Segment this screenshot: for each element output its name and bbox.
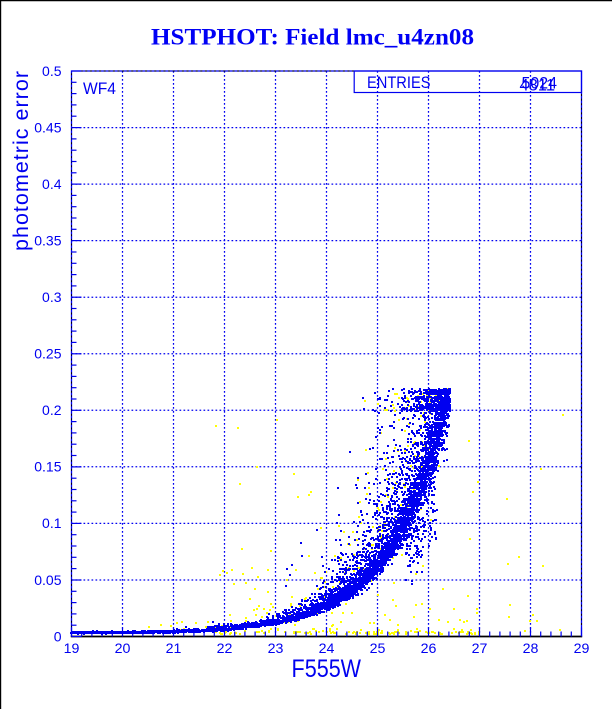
svg-text:20: 20 (115, 640, 131, 656)
svg-text:19: 19 (64, 640, 80, 656)
svg-text:4811: 4811 (520, 76, 556, 94)
svg-text:0.4: 0.4 (42, 176, 62, 192)
svg-text:0.3: 0.3 (42, 289, 62, 305)
svg-text:0.15: 0.15 (34, 459, 61, 475)
svg-text:HSTPHOT: Field lmc_u4zn08: HSTPHOT: Field lmc_u4zn08 (151, 25, 474, 51)
svg-text:WF4: WF4 (83, 79, 116, 98)
svg-text:27: 27 (472, 640, 488, 656)
svg-text:0.5: 0.5 (42, 63, 62, 79)
svg-text:29: 29 (574, 640, 590, 656)
svg-text:23: 23 (268, 640, 284, 656)
svg-text:22: 22 (217, 640, 233, 656)
svg-text:0.1: 0.1 (42, 515, 62, 531)
svg-text:0.35: 0.35 (34, 232, 61, 248)
svg-text:28: 28 (523, 640, 539, 656)
svg-text:26: 26 (421, 640, 437, 656)
svg-text:24: 24 (319, 640, 335, 656)
svg-text:0.45: 0.45 (34, 119, 61, 135)
svg-text:0.05: 0.05 (34, 572, 61, 588)
svg-text:F555W: F555W (292, 655, 362, 683)
svg-text:0.25: 0.25 (34, 346, 61, 362)
svg-text:0: 0 (54, 628, 62, 644)
svg-text:0.2: 0.2 (42, 402, 62, 418)
svg-text:25: 25 (370, 640, 386, 656)
svg-text:photometric error: photometric error (9, 71, 33, 251)
svg-text:21: 21 (166, 640, 182, 656)
svg-text:5024: 5024 (522, 74, 558, 92)
svg-text:ENTRIES: ENTRIES (367, 73, 431, 92)
